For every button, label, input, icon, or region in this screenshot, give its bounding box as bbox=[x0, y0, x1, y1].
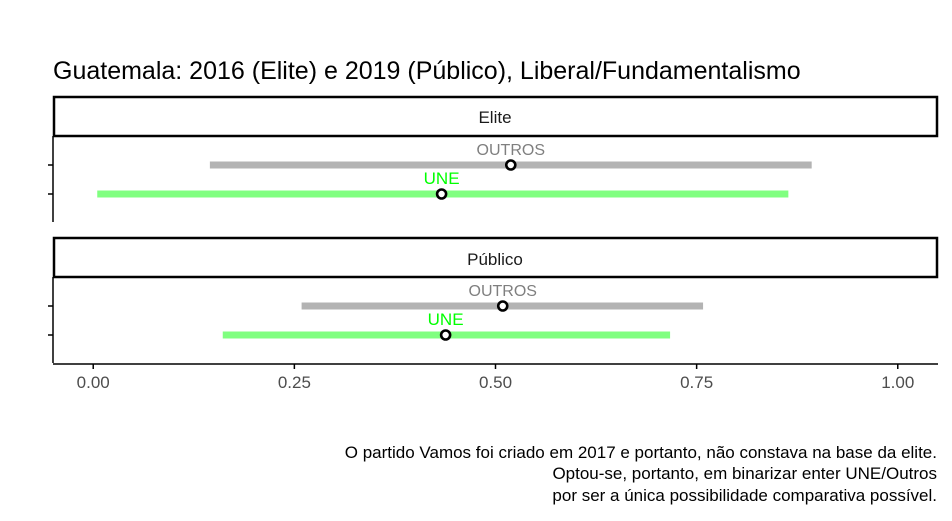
caption-line-1: O partido Vamos foi criado em 2017 e por… bbox=[345, 443, 937, 462]
point-une bbox=[439, 329, 452, 341]
strip-label-publico: Público bbox=[467, 250, 523, 269]
strip-elite bbox=[52, 95, 939, 138]
strip-publico bbox=[52, 236, 939, 279]
panel-publico-marks: OUTROS UNE bbox=[222, 283, 704, 341]
x-tick-label: 0.75 bbox=[680, 373, 713, 392]
point-une bbox=[435, 188, 448, 200]
label-une: UNE bbox=[428, 310, 464, 329]
x-tick-label: 0.00 bbox=[77, 373, 110, 392]
x-tick-label: 1.00 bbox=[881, 373, 914, 392]
caption-line-2: Optou-se, portanto, em binarizar enter U… bbox=[552, 464, 937, 483]
caption-line-3: por ser a única possibilidade comparativ… bbox=[552, 486, 937, 505]
panel-elite-marks: OUTROS UNE bbox=[97, 142, 812, 200]
point-outros bbox=[496, 300, 509, 312]
panel-publico: Público OUTROS UNE bbox=[48, 236, 939, 365]
panel-elite: Elite OUTROS UNE bbox=[48, 95, 939, 222]
strip-label-elite: Elite bbox=[478, 108, 511, 127]
label-outros: OUTROS bbox=[477, 142, 545, 159]
x-axis: 0.00 0.25 0.50 0.75 1.00 bbox=[77, 364, 914, 392]
label-une: UNE bbox=[424, 169, 460, 188]
x-tick-label: 0.25 bbox=[278, 373, 311, 392]
point-outros bbox=[504, 159, 517, 171]
chart-title: Guatemala: 2016 (Elite) e 2019 (Público)… bbox=[53, 57, 801, 85]
label-outros: OUTROS bbox=[469, 283, 537, 300]
x-tick-label: 0.50 bbox=[479, 373, 512, 392]
